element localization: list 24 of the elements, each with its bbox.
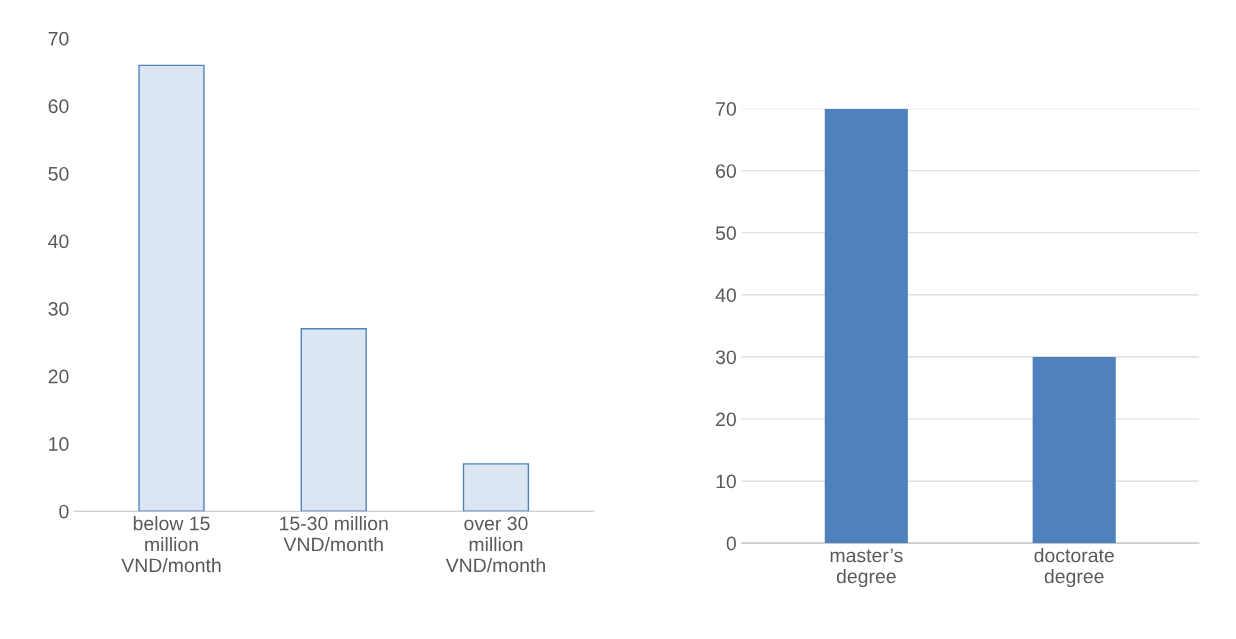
y-tick-label: 40 <box>715 288 736 303</box>
x-tick-label: over 30 million VND/month <box>445 516 545 573</box>
y-tick-label: 60 <box>716 164 736 178</box>
y-tick-label: 50 <box>715 226 736 241</box>
x-tick-label: 15-30 million VND/month <box>280 516 388 552</box>
bar <box>138 64 205 512</box>
y-tick-label: 60 <box>48 99 69 114</box>
y-tick-label: 70 <box>716 102 736 116</box>
y-tick-label: 10 <box>49 437 69 451</box>
y-tick-label: 30 <box>715 350 736 365</box>
y-tick-label: 0 <box>59 504 69 519</box>
y-tick-label: 20 <box>48 369 69 384</box>
x-tick-label: below 15 million VND/month <box>121 516 221 573</box>
y-tick-label: 20 <box>716 412 736 427</box>
bar <box>462 463 530 512</box>
y-tick-label: 50 <box>48 166 69 181</box>
bar <box>300 328 367 512</box>
x-tick-label: master’s degree <box>830 548 903 588</box>
y-tick-label: 0 <box>726 536 736 551</box>
y-tick-label: 40 <box>48 234 69 249</box>
y-tick-label: 10 <box>716 474 736 489</box>
x-tick-label: doctorate degree <box>1034 548 1114 588</box>
y-tick-label: 30 <box>48 302 69 316</box>
y-tick-label: 70 <box>48 31 69 46</box>
